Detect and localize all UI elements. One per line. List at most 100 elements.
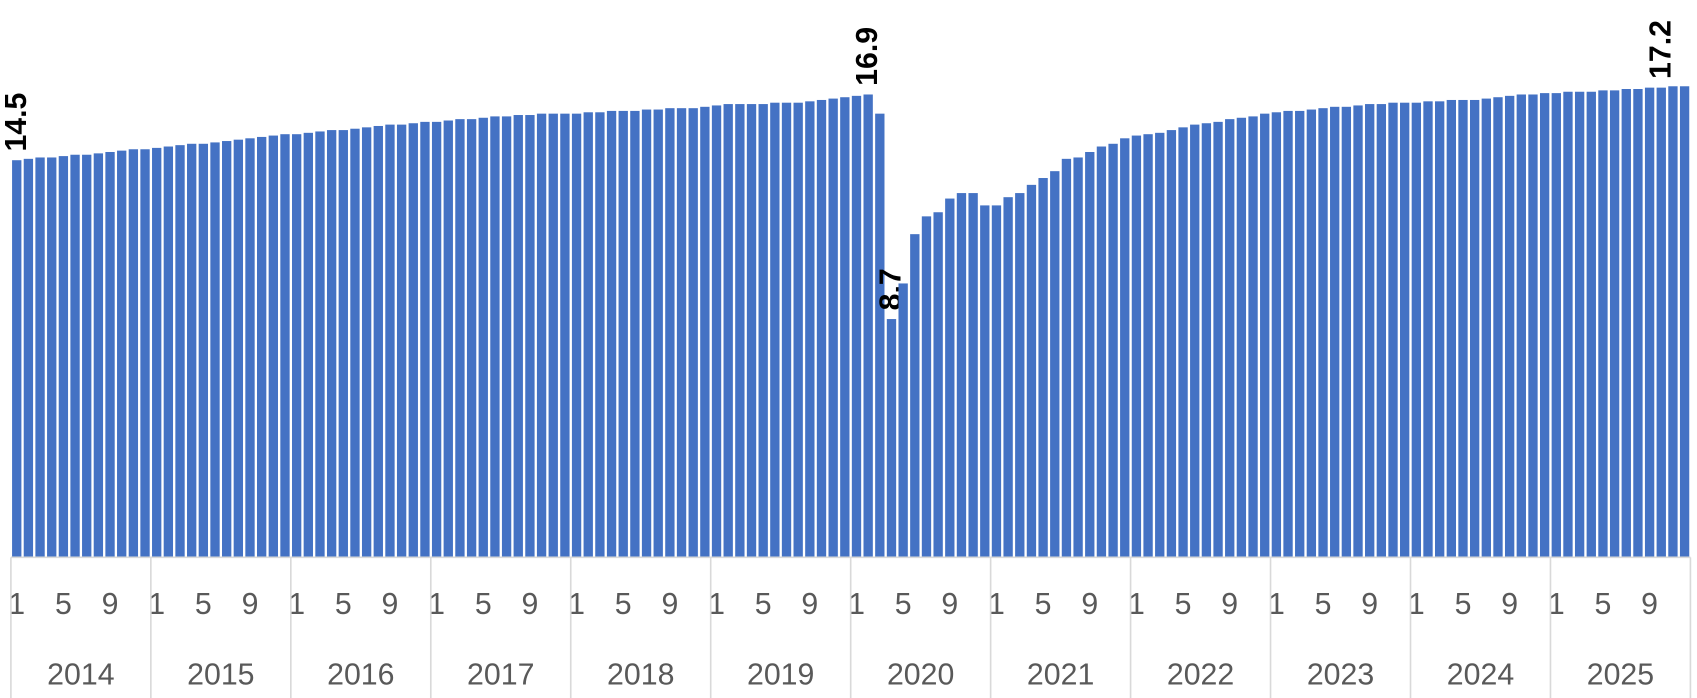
x-tick-label: 1 bbox=[568, 588, 585, 621]
bar bbox=[1353, 105, 1363, 558]
bar bbox=[303, 132, 313, 558]
bar bbox=[828, 98, 838, 558]
bar bbox=[1551, 93, 1561, 558]
bar bbox=[326, 130, 337, 558]
x-tick-label: 5 bbox=[895, 588, 912, 621]
bar bbox=[886, 319, 897, 558]
bar bbox=[1213, 121, 1223, 558]
bar bbox=[1085, 151, 1095, 558]
bar bbox=[396, 124, 407, 558]
bar bbox=[222, 141, 232, 558]
bar bbox=[1609, 90, 1620, 558]
bar bbox=[1166, 130, 1177, 558]
bar bbox=[1050, 171, 1060, 558]
x-tick-label: 1 bbox=[428, 588, 445, 621]
bar bbox=[23, 158, 34, 558]
bar bbox=[350, 128, 360, 558]
x-tick-label: 5 bbox=[1035, 588, 1052, 621]
bar bbox=[956, 193, 967, 558]
x-tick-label: 9 bbox=[941, 588, 958, 621]
group-label: 2019 bbox=[747, 658, 814, 691]
bar bbox=[47, 157, 57, 558]
bar bbox=[1644, 87, 1655, 558]
bar bbox=[187, 143, 197, 558]
bar bbox=[466, 119, 477, 558]
group-label: 2022 bbox=[1167, 658, 1234, 691]
group-label: 2025 bbox=[1587, 658, 1654, 691]
bar bbox=[898, 283, 908, 558]
bar bbox=[583, 112, 593, 558]
x-tick-label: 1 bbox=[708, 588, 725, 621]
bar bbox=[1236, 117, 1247, 558]
bar bbox=[1306, 109, 1317, 558]
x-tick-label: 5 bbox=[615, 588, 632, 621]
bar bbox=[12, 160, 22, 558]
x-tick-label: 1 bbox=[288, 588, 305, 621]
group-label: 2017 bbox=[467, 658, 534, 691]
x-tick-label: 9 bbox=[1641, 588, 1658, 621]
x-tick-label: 5 bbox=[1315, 588, 1332, 621]
bar bbox=[163, 146, 174, 558]
bar bbox=[1528, 94, 1538, 558]
bar bbox=[1446, 99, 1456, 558]
x-tick-label: 5 bbox=[755, 588, 772, 621]
bar bbox=[630, 110, 640, 558]
x-tick-label: 1 bbox=[8, 588, 25, 621]
x-tick-label: 5 bbox=[195, 588, 212, 621]
bar bbox=[1586, 91, 1596, 558]
bar bbox=[1283, 110, 1293, 558]
bar bbox=[595, 112, 605, 558]
bar bbox=[338, 130, 348, 558]
bar bbox=[1621, 89, 1631, 558]
bar bbox=[245, 138, 255, 558]
x-tick-label: 9 bbox=[242, 588, 259, 621]
bar bbox=[945, 198, 955, 558]
bar bbox=[933, 212, 943, 558]
bar bbox=[361, 127, 372, 558]
bar bbox=[1341, 106, 1352, 558]
bar bbox=[1539, 93, 1550, 558]
bar bbox=[793, 102, 803, 558]
x-tick-label: 9 bbox=[382, 588, 399, 621]
bar bbox=[770, 102, 780, 558]
bar bbox=[1411, 102, 1422, 558]
data-label: 14.5 bbox=[0, 93, 33, 152]
bar bbox=[968, 193, 978, 558]
bar bbox=[980, 205, 990, 558]
bar bbox=[653, 109, 663, 558]
bar bbox=[1260, 113, 1270, 558]
x-tick-label: 1 bbox=[848, 588, 865, 621]
bar bbox=[1563, 91, 1573, 558]
bar bbox=[1574, 91, 1585, 558]
bar bbox=[863, 94, 873, 558]
group-label: 2015 bbox=[187, 658, 254, 691]
bar bbox=[1504, 95, 1515, 558]
bar bbox=[455, 119, 465, 558]
bar bbox=[1423, 101, 1433, 558]
bar bbox=[1271, 112, 1282, 558]
bar bbox=[723, 104, 733, 558]
x-tick-label: 9 bbox=[102, 588, 119, 621]
bar bbox=[1376, 104, 1387, 558]
bar bbox=[781, 102, 792, 558]
bar bbox=[420, 121, 430, 558]
bar bbox=[431, 121, 442, 558]
bar bbox=[268, 135, 278, 558]
bar bbox=[93, 153, 104, 558]
bar bbox=[1318, 108, 1328, 558]
bar bbox=[1108, 143, 1118, 558]
bar bbox=[443, 120, 453, 558]
bar bbox=[1026, 184, 1037, 558]
bar bbox=[665, 108, 675, 558]
bar bbox=[1190, 124, 1200, 558]
x-tick-label: 9 bbox=[1501, 588, 1518, 621]
bar bbox=[606, 110, 617, 558]
bar bbox=[513, 115, 523, 558]
bar bbox=[385, 124, 395, 558]
bar bbox=[851, 95, 862, 558]
bar bbox=[152, 147, 162, 558]
x-tick-label: 5 bbox=[1595, 588, 1612, 621]
bar bbox=[315, 131, 325, 558]
bar bbox=[128, 149, 139, 558]
